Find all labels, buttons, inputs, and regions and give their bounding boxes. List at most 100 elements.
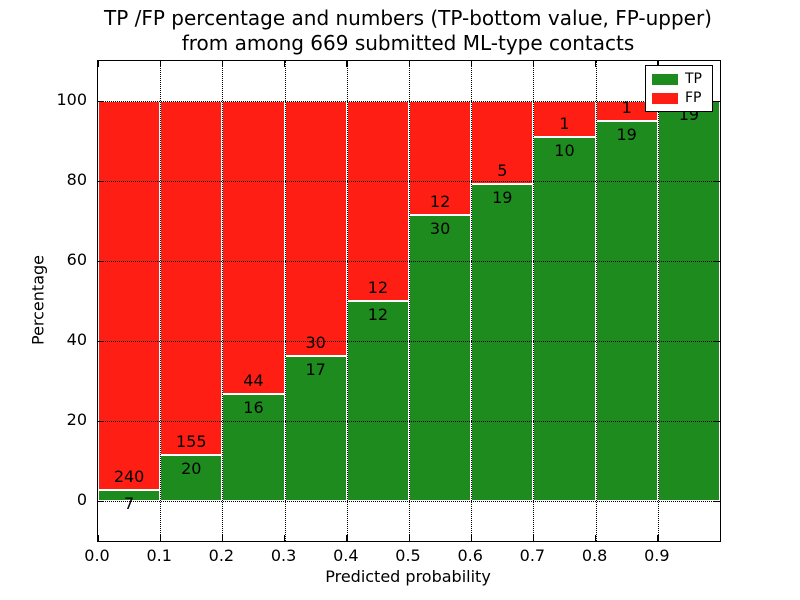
tp-count-label: 12 (367, 305, 389, 324)
x-tick-mark (532, 61, 535, 67)
y-tick-mark (714, 100, 720, 102)
fp-count-label: 1 (621, 98, 632, 117)
fp-count-label: 30 (305, 333, 326, 353)
x-tick-mark (221, 61, 224, 67)
fp-count-label: 44 (243, 371, 264, 391)
v-gridline (222, 61, 224, 541)
bar-segment-fp (222, 101, 285, 395)
v-gridline (409, 61, 410, 541)
bar-segment-tp (160, 455, 223, 501)
bar-segment-tp (471, 184, 534, 501)
x-tick-mark (657, 535, 659, 541)
x-tick-label: 0.2 (208, 546, 235, 565)
x-tick-mark (346, 535, 348, 541)
y-tick-mark (714, 260, 720, 262)
x-tick-mark (408, 61, 410, 67)
tp-count-label: 19 (616, 125, 637, 144)
bar-segment-fp (98, 101, 161, 490)
tp-count-label: 7 (124, 493, 135, 513)
x-tick-mark (470, 61, 472, 67)
fp-color-swatch (652, 92, 678, 104)
plot-area: 240 7 155 20 44 16 30 17 12 12 12 30 5 19 1 10 1 19 19 (97, 60, 721, 542)
y-tick-mark (714, 420, 720, 422)
x-tick-mark (470, 535, 472, 541)
bar-segment-fp (160, 101, 223, 456)
fp-count-label: 240 (113, 466, 145, 486)
legend: TP FP (645, 65, 713, 112)
x-tick-mark (532, 535, 535, 541)
x-tick-mark (595, 535, 597, 541)
v-gridline (533, 61, 535, 541)
x-tick-mark (159, 61, 161, 67)
x-tick-label: 0.6 (457, 546, 483, 565)
tp-count-label: 20 (181, 459, 202, 479)
y-tick-mark (98, 100, 104, 102)
x-tick-mark (97, 61, 99, 67)
tp-color-swatch (652, 73, 678, 85)
fp-count-label: 155 (176, 432, 207, 452)
y-tick-label: 100 (56, 90, 87, 109)
x-tick-label: 0.9 (644, 546, 670, 565)
bar-segment-fp (284, 101, 347, 357)
bar-segment-tp (595, 121, 658, 501)
x-tick-mark (284, 535, 286, 541)
bar-segment-fp (346, 101, 409, 301)
x-tick-mark (346, 61, 348, 67)
bar-segment-tp (284, 356, 347, 501)
y-tick-label: 40 (66, 330, 87, 349)
v-gridline (471, 61, 473, 541)
x-tick-mark (657, 61, 659, 67)
fp-count-label: 12 (429, 192, 451, 212)
tp-count-label: 16 (243, 398, 264, 418)
x-tick-mark (97, 535, 99, 541)
y-tick-mark (98, 180, 104, 182)
v-gridline (160, 61, 162, 541)
fp-count-label: 1 (559, 114, 570, 134)
v-gridline (657, 61, 659, 541)
x-tick-label: 0.0 (84, 546, 110, 565)
x-tick-mark (221, 535, 224, 541)
tp-count-label: 17 (305, 360, 326, 380)
x-tick-mark (408, 535, 410, 541)
x-tick-label: 0.3 (270, 546, 297, 565)
fp-count-label: 12 (367, 278, 389, 297)
fp-count-label: 5 (497, 161, 508, 181)
x-tick-label: 0.4 (333, 546, 359, 565)
y-tick-mark (98, 340, 104, 342)
y-tick-label: 20 (66, 410, 87, 429)
legend-label-fp: FP (685, 90, 702, 106)
x-tick-label: 0.1 (146, 546, 172, 565)
y-tick-label: 0 (76, 490, 87, 509)
chart-title-line2: from among 669 submitted ML-type contact… (181, 31, 635, 55)
x-tick-label: 0.5 (395, 546, 421, 565)
bar-segment-tp (533, 137, 596, 501)
y-tick-mark (98, 500, 104, 502)
y-tick-mark (98, 260, 104, 262)
bar-segment-tp (657, 101, 720, 501)
y-tick-label: 60 (66, 250, 87, 269)
y-tick-mark (714, 340, 720, 342)
tp-count-label: 10 (554, 141, 575, 161)
y-tick-mark (98, 420, 104, 422)
x-tick-label: 0.8 (581, 546, 608, 565)
tp-count-label: 30 (429, 219, 451, 239)
legend-entry-fp: FP (652, 90, 706, 106)
v-gridline (595, 61, 597, 541)
v-gridline (346, 61, 348, 541)
bar-segment-tp (98, 489, 161, 501)
v-gridline (284, 61, 286, 541)
y-tick-mark (714, 180, 720, 182)
x-tick-mark (159, 535, 161, 541)
x-tick-mark (595, 61, 597, 67)
x-tick-label: 0.7 (519, 546, 546, 565)
bar-segment-tp (409, 215, 472, 501)
x-tick-mark (284, 61, 286, 67)
legend-label-tp: TP (685, 71, 702, 87)
x-axis-label: Predicted probability (325, 567, 491, 586)
tp-count-label: 19 (492, 188, 513, 208)
bar-segment-fp (409, 101, 472, 216)
y-tick-mark (714, 500, 720, 502)
chart-title-line1: TP /FP percentage and numbers (TP-bottom… (104, 6, 712, 30)
legend-entry-tp: TP (652, 71, 706, 87)
